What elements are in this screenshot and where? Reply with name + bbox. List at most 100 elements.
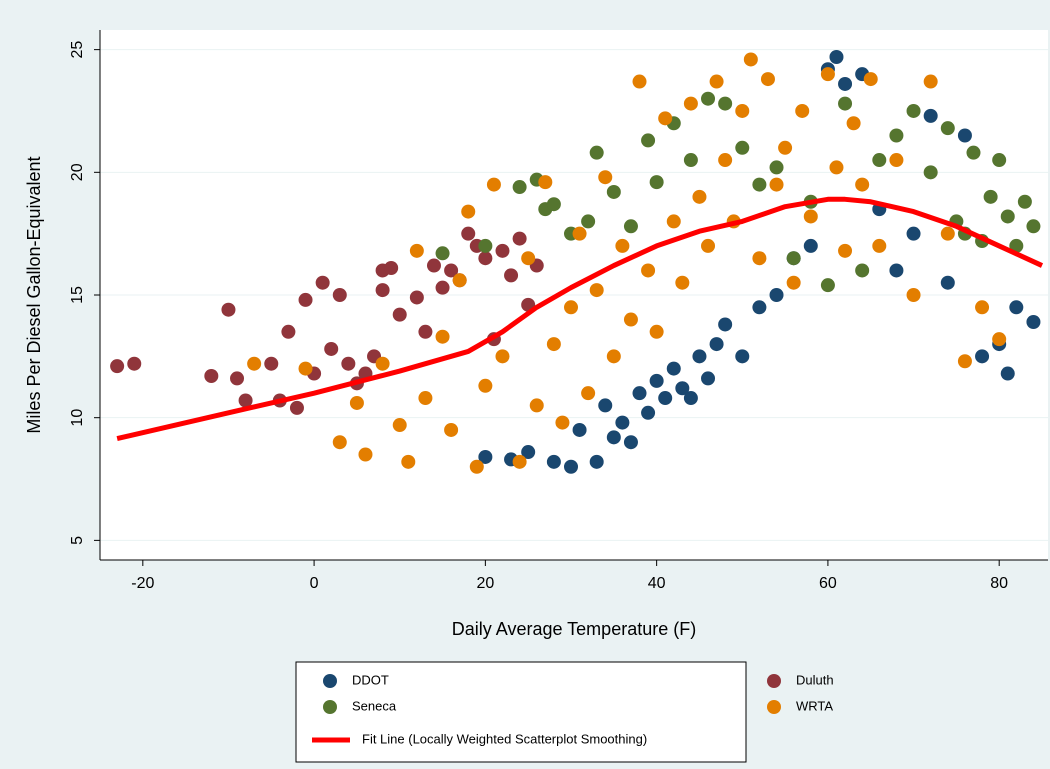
- point: [666, 214, 681, 229]
- point: [855, 177, 870, 192]
- point: [829, 160, 844, 175]
- point: [692, 349, 707, 364]
- point: [375, 283, 390, 298]
- point: [401, 454, 416, 469]
- point: [521, 251, 536, 266]
- point: [743, 52, 758, 67]
- point: [795, 103, 810, 118]
- point: [435, 246, 450, 261]
- point: [940, 121, 955, 136]
- point: [298, 361, 313, 376]
- y-tick-label: 20: [69, 163, 86, 181]
- point: [940, 226, 955, 241]
- point: [606, 430, 621, 445]
- point: [204, 368, 219, 383]
- point: [426, 258, 441, 273]
- point: [889, 128, 904, 143]
- point: [923, 74, 938, 89]
- point: [778, 140, 793, 155]
- y-tick-label: 25: [69, 41, 86, 59]
- point: [683, 391, 698, 406]
- point: [521, 445, 536, 460]
- point: [1026, 219, 1041, 234]
- point: [957, 128, 972, 143]
- point: [598, 398, 613, 413]
- point: [435, 329, 450, 344]
- point: [444, 422, 459, 437]
- point: [701, 91, 716, 106]
- point: [983, 189, 998, 204]
- point: [658, 111, 673, 126]
- point: [701, 371, 716, 386]
- point: [803, 238, 818, 253]
- point: [546, 454, 561, 469]
- point: [606, 349, 621, 364]
- point: [375, 356, 390, 371]
- point: [718, 153, 733, 168]
- point: [863, 72, 878, 87]
- point: [906, 226, 921, 241]
- point: [1000, 366, 1015, 381]
- point: [975, 349, 990, 364]
- legend-marker: [767, 700, 781, 714]
- y-axis-title: Miles Per Diesel Gallon-Equivalent: [24, 156, 44, 433]
- point: [589, 145, 604, 160]
- point: [478, 238, 493, 253]
- point: [786, 251, 801, 266]
- point: [923, 108, 938, 123]
- point: [461, 226, 476, 241]
- point: [1017, 194, 1032, 209]
- legend-label: DDOT: [352, 672, 389, 687]
- point: [418, 324, 433, 339]
- x-tick-label: 20: [476, 575, 494, 592]
- point: [786, 275, 801, 290]
- point: [769, 160, 784, 175]
- point: [264, 356, 279, 371]
- point: [906, 103, 921, 118]
- point: [315, 275, 330, 290]
- point: [735, 140, 750, 155]
- point: [718, 317, 733, 332]
- point: [760, 72, 775, 87]
- point: [855, 263, 870, 278]
- point: [461, 204, 476, 219]
- point: [641, 133, 656, 148]
- point: [632, 74, 647, 89]
- point: [709, 74, 724, 89]
- point: [923, 165, 938, 180]
- point: [238, 393, 253, 408]
- point: [615, 238, 630, 253]
- point: [666, 361, 681, 376]
- point: [221, 302, 236, 317]
- point: [992, 153, 1007, 168]
- legend-marker: [767, 674, 781, 688]
- x-tick-label: -20: [131, 575, 154, 592]
- point: [581, 386, 596, 401]
- point: [838, 96, 853, 111]
- point: [110, 359, 125, 374]
- legend-marker: [323, 674, 337, 688]
- legend-label: Duluth: [796, 672, 834, 687]
- point: [675, 381, 690, 396]
- point: [769, 177, 784, 192]
- point: [966, 145, 981, 160]
- point: [623, 219, 638, 234]
- point: [564, 459, 579, 474]
- point: [872, 238, 887, 253]
- y-tick-label: 10: [69, 409, 86, 427]
- point: [504, 268, 519, 283]
- point: [615, 415, 630, 430]
- point: [589, 283, 604, 298]
- point: [752, 177, 767, 192]
- point: [392, 418, 407, 433]
- point: [384, 261, 399, 276]
- point: [247, 356, 262, 371]
- point: [829, 49, 844, 64]
- point: [478, 378, 493, 393]
- point: [298, 292, 313, 307]
- point: [889, 263, 904, 278]
- point: [589, 454, 604, 469]
- point: [820, 278, 835, 293]
- point: [889, 153, 904, 168]
- point: [683, 153, 698, 168]
